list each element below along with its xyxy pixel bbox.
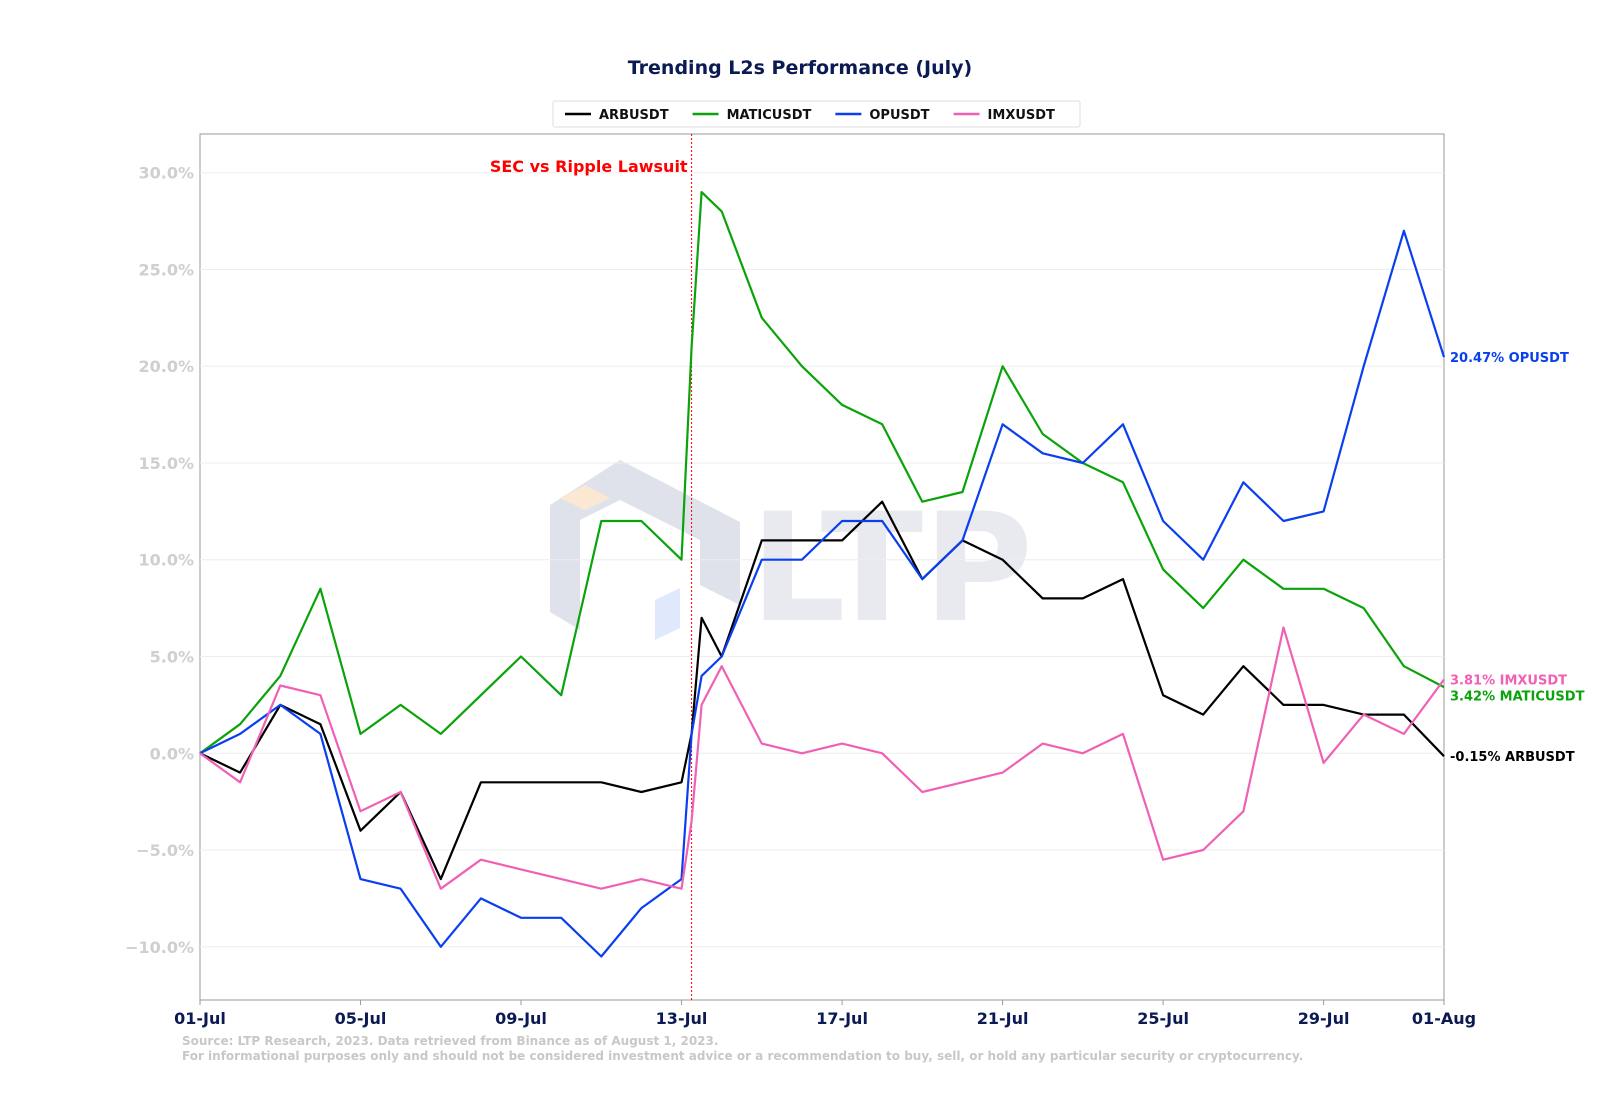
watermark-logo-accent-orange <box>560 485 610 510</box>
series-line-imxusdt <box>199 626 1445 890</box>
chart-title: Trending L2s Performance (July) <box>628 57 972 79</box>
watermark-text: LTP <box>750 482 1033 656</box>
series-lines <box>199 191 1446 958</box>
annotation-label: SEC vs Ripple Lawsuit <box>490 157 688 176</box>
series-line-maticusdt <box>199 191 1445 755</box>
y-tick-label: 15.0% <box>138 454 194 473</box>
source-line-1: Source: LTP Research, 2023. Data retriev… <box>182 1034 718 1048</box>
y-tick-label: 0.0% <box>150 744 194 763</box>
x-tick-label: 01-Jul <box>174 1009 226 1028</box>
ltp-watermark: LTP <box>550 460 1033 656</box>
end-label-imxusdt: 3.81% IMXUSDT <box>1450 674 1567 689</box>
annotation-group: SEC vs Ripple Lawsuit <box>490 134 693 1000</box>
y-tick-label: 20.0% <box>138 357 194 376</box>
y-tick-label: −5.0% <box>136 841 194 860</box>
y-tick-label: −10.0% <box>125 938 194 957</box>
legend-label-arbusdt: ARBUSDT <box>599 108 669 123</box>
x-tick-label: 09-Jul <box>495 1009 547 1028</box>
y-tick-label: 30.0% <box>138 164 194 183</box>
legend-label-opusdt: OPUSDT <box>869 108 929 123</box>
legend-label-imxusdt: IMXUSDT <box>988 108 1056 123</box>
x-tick-label: 05-Jul <box>335 1009 387 1028</box>
legend: ARBUSDT MATICUSDT OPUSDT IMXUSDT <box>552 100 1081 128</box>
y-axis-ticks: −10.0% −5.0% 0.0% 5.0% 10.0% 15.0% 20.0% 25.0% 3… <box>125 164 194 957</box>
end-label-maticusdt: 3.42% MATICUSDT <box>1450 690 1585 705</box>
legend-box <box>552 100 1081 128</box>
watermark-logo-shape <box>550 460 740 630</box>
x-tick-label: 29-Jul <box>1298 1009 1350 1028</box>
y-tick-label: 5.0% <box>150 648 194 667</box>
series-line-arbusdt <box>199 500 1445 881</box>
plot-frame <box>199 133 1445 1001</box>
y-tick-label: 10.0% <box>138 551 194 570</box>
y-tick-label: 25.0% <box>138 260 194 279</box>
x-tick-label: 17-Jul <box>816 1009 868 1028</box>
watermark-logo-accent-blue <box>655 588 680 640</box>
x-tick-label: 21-Jul <box>977 1009 1029 1028</box>
end-label-arbusdt: -0.15% ARBUSDT <box>1450 750 1575 765</box>
source-line-2: For informational purposes only and shou… <box>182 1049 1303 1063</box>
x-tick-label: 25-Jul <box>1137 1009 1189 1028</box>
x-tick-label: 13-Jul <box>656 1009 708 1028</box>
legend-label-maticusdt: MATICUSDT <box>727 108 812 123</box>
series-line-opusdt <box>199 229 1446 958</box>
x-tick-label: 01-Aug <box>1412 1009 1476 1028</box>
grid-lines <box>200 172 1444 948</box>
x-axis-ticks: 01-Jul 05-Jul 09-Jul 13-Jul 17-Jul 21-Jul 25-J… <box>174 1000 1476 1028</box>
end-label-opusdt: 20.47% OPUSDT <box>1450 351 1569 366</box>
